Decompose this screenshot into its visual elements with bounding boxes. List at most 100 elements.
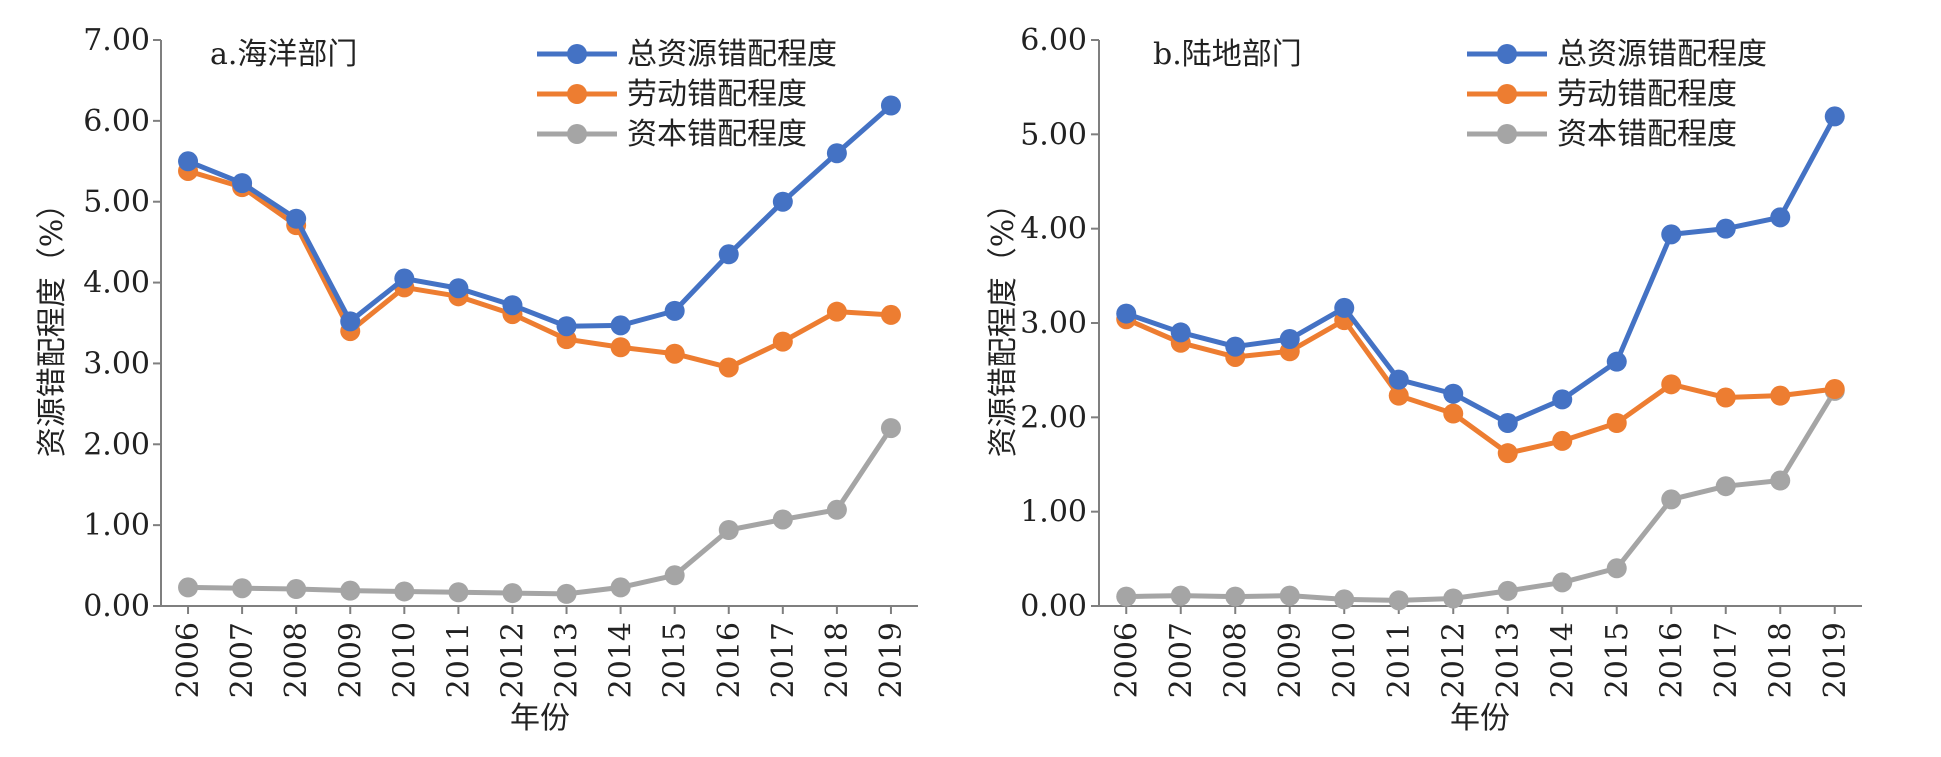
data-point: [1552, 572, 1573, 593]
chart-panel-b: 0.00 1.00 2.00 3.00 4.00 5.00 6.00 2006 2007 2008…: [986, 23, 1862, 736]
data-point: [1116, 586, 1137, 607]
data-point: [610, 315, 631, 336]
data-point: [1715, 476, 1736, 497]
x-tick-label: 2012: [495, 622, 530, 698]
legend-label: 劳动错配程度: [1557, 77, 1737, 112]
data-point: [1606, 412, 1627, 433]
y-tick-label: 6.00: [83, 104, 150, 139]
data-point: [1606, 558, 1627, 579]
data-point: [502, 295, 523, 316]
legend-label: 劳动错配程度: [627, 77, 807, 112]
data-point: [448, 582, 469, 603]
data-point: [178, 151, 199, 172]
data-point: [1770, 385, 1791, 406]
data-point: [826, 301, 847, 322]
data-point: [880, 304, 901, 325]
data-point: [394, 581, 415, 602]
x-tick-label: 2019: [1818, 622, 1853, 698]
y-tick-label: 7.00: [83, 23, 150, 58]
legend-marker: [1497, 124, 1517, 144]
data-point: [1279, 585, 1300, 606]
data-point: [1170, 585, 1191, 606]
x-tick-label: 2015: [1600, 622, 1635, 698]
data-point: [610, 337, 631, 358]
legend-item: 总资源错配程度: [1467, 37, 1767, 72]
y-tick-label: 5.00: [83, 185, 150, 220]
x-tick-label: 2017: [1709, 622, 1744, 698]
data-point: [556, 583, 577, 604]
x-tick-label: 2016: [712, 622, 747, 698]
data-point: [772, 191, 793, 212]
y-tick-label: 0.00: [83, 589, 150, 624]
y-tick-label: 4.00: [83, 266, 150, 301]
data-point: [664, 565, 685, 586]
data-point: [1552, 389, 1573, 410]
chart-panel-a: 0.00 1.00 2.00 3.00 4.00 5.00 6.00 7.00 2006 2007…: [35, 23, 918, 736]
data-point: [826, 143, 847, 164]
x-tick-label: 2018: [1763, 622, 1798, 698]
data-point: [1770, 470, 1791, 491]
x-tick-label: 2010: [1327, 622, 1362, 698]
legend-marker: [567, 124, 587, 144]
data-point: [1497, 412, 1518, 433]
series-2: [178, 418, 901, 604]
data-point: [1824, 106, 1845, 127]
data-point: [556, 316, 577, 337]
x-tick-label: 2014: [604, 622, 639, 698]
data-point: [772, 331, 793, 352]
data-point: [1170, 322, 1191, 343]
y-tick-label: 1.00: [1020, 495, 1087, 530]
panel-title: a.海洋部门: [210, 37, 357, 72]
y-tick-label: 4.00: [1020, 212, 1087, 247]
data-point: [718, 357, 739, 378]
y-tick-label: 2.00: [1020, 400, 1087, 435]
x-tick-label: 2009: [1273, 622, 1308, 698]
data-point: [1606, 351, 1627, 372]
data-point: [1770, 207, 1791, 228]
data-point: [880, 418, 901, 439]
data-point: [1225, 586, 1246, 607]
data-point: [1334, 589, 1355, 610]
x-tick-label: 2012: [1436, 622, 1471, 698]
data-point: [340, 311, 361, 332]
series-2: [1116, 380, 1845, 611]
x-axis-title: 年份: [510, 701, 570, 736]
x-tick-label: 2015: [658, 622, 693, 698]
series-1: [178, 160, 901, 378]
data-point: [1334, 297, 1355, 318]
x-tick-label: 2007: [1164, 622, 1199, 698]
x-tick-label: 2018: [820, 622, 855, 698]
x-tick-label: 2017: [766, 622, 801, 698]
data-point: [1661, 374, 1682, 395]
x-tick-label: 2008: [1218, 622, 1253, 698]
data-point: [178, 577, 199, 598]
series-0: [178, 95, 901, 337]
data-point: [1388, 369, 1409, 390]
data-point: [1497, 580, 1518, 601]
data-point: [1443, 383, 1464, 404]
data-point: [1443, 588, 1464, 609]
data-point: [1388, 590, 1409, 611]
data-point: [502, 583, 523, 604]
data-point: [1497, 443, 1518, 464]
legend-item: 劳动错配程度: [1467, 77, 1737, 112]
legend-marker: [567, 84, 587, 104]
y-axis-title: 资源错配程度（%）: [35, 189, 70, 458]
legend-label: 资本错配程度: [627, 117, 807, 152]
y-tick-label: 2.00: [83, 427, 150, 462]
data-point: [1116, 303, 1137, 324]
legend-label: 总资源错配程度: [627, 37, 837, 72]
data-point: [286, 579, 307, 600]
legend-marker: [1497, 84, 1517, 104]
y-tick-label: 1.00: [83, 508, 150, 543]
legend-item: 资本错配程度: [537, 117, 807, 152]
legend-item: 资本错配程度: [1467, 117, 1737, 152]
y-tick-label: 0.00: [1020, 589, 1087, 624]
data-point: [1279, 329, 1300, 350]
x-tick-label: 2013: [550, 622, 585, 698]
legend-marker: [1497, 44, 1517, 64]
legend-item: 总资源错配程度: [537, 37, 837, 72]
